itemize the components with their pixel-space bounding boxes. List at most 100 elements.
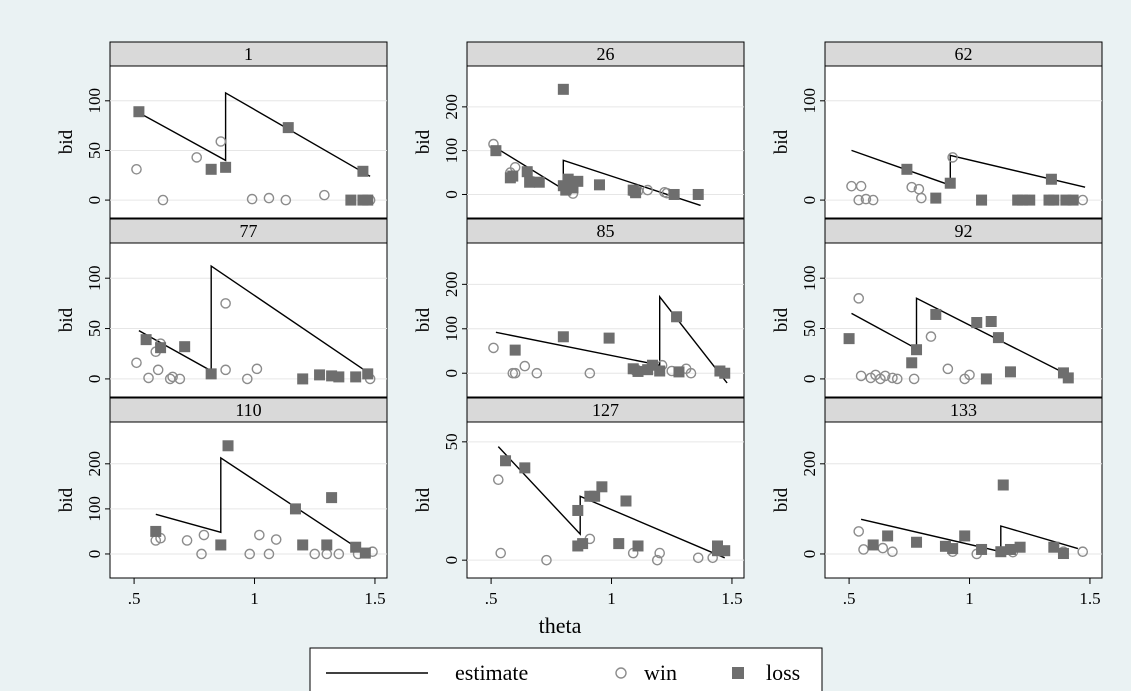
loss-point [944,177,956,189]
win-point [642,184,653,196]
loss-point [930,308,942,320]
y-tick-label: 200 [442,272,461,298]
win-point [692,552,704,564]
win-point [891,373,903,385]
loss-point [519,462,531,474]
panel-frame [466,41,745,219]
win-point [509,367,521,379]
loss-point [350,371,362,383]
loss-point [359,547,371,559]
loss-point [333,371,345,383]
loss-point [646,359,658,371]
panel-title: 62 [955,44,973,64]
loss-point [1014,541,1026,553]
panel-title-bar [466,41,745,67]
plot-area [843,293,1074,385]
loss-point [179,341,191,353]
panel-title-bar [824,218,1103,244]
loss-point [976,543,988,555]
panel-title: 85 [597,221,615,241]
panel-frame [466,218,745,398]
loss-point [995,546,1007,558]
win-point [131,164,142,175]
loss-point [362,368,374,380]
y-axis-label: bid [56,487,77,512]
y-axis-label: bid [413,487,434,512]
loss-point [524,176,536,188]
panel-77: 77 0 50 100 bid [56,218,388,398]
y-tick-label: 0 [85,196,104,205]
loss-point [567,182,579,194]
loss-point [1048,194,1060,206]
loss-point [557,331,569,343]
panel-1: 1 0 50 100 bid [56,41,388,219]
estimate-line [138,91,371,177]
loss-point [357,165,369,177]
loss-point [980,373,992,385]
win-point [493,474,504,486]
win-point [906,181,918,193]
loss-point [596,481,608,493]
legend-box [309,647,823,691]
loss-point [673,366,685,378]
loss-point [997,479,1009,491]
y-tick-label: 0 [800,550,819,559]
y-tick-label: 100 [442,316,461,342]
loss-point [692,188,704,200]
panel-title-bar [109,218,388,244]
panel-26: 26 0 100 200 bid [413,41,745,219]
loss-point [572,175,584,187]
win-point [855,180,867,192]
loss-point [603,332,615,344]
win-point [531,367,543,379]
win-point [143,372,154,384]
loss-point [1062,372,1074,384]
loss-point [1017,194,1029,206]
y-axis-label: bid [56,307,77,332]
loss-point [1057,548,1069,560]
y-tick-label: 200 [442,94,461,120]
panel-frame [824,41,1103,219]
loss-point [1048,541,1060,553]
y-axis-label: bid [771,307,792,332]
win-point [908,373,920,385]
plot-area [131,91,376,206]
loss-point [490,145,502,157]
win-point [887,546,898,558]
loss-point [613,538,625,550]
estimate-line [851,297,1067,375]
y-tick-label: 100 [800,88,819,114]
win-point [333,548,345,560]
win-point [270,534,282,545]
estimate-line [851,149,1086,188]
win-point [196,548,207,560]
x-tick-label: 1.5 [1079,589,1100,608]
loss-point [1004,366,1016,378]
loss-point [959,530,971,542]
win-point [853,293,865,304]
win-point [167,371,178,383]
loss-point [562,173,574,185]
loss-point [326,370,338,382]
loss-point [620,495,632,507]
panel-title-bar [109,397,388,423]
loss-point [215,539,227,551]
win-point [254,529,265,541]
panel-frame [824,218,1103,398]
loss-point [572,504,584,516]
y-axis-label: bid [413,307,434,332]
y-tick-label: 100 [85,88,104,114]
panel-85: 85 0 100 200 bid [413,218,745,398]
win-point [131,357,142,369]
y-tick-label: 200 [85,451,104,477]
win-point [541,554,552,566]
win-point [220,364,231,376]
loss-point [867,539,879,551]
win-point [309,548,321,560]
win-point [887,372,898,384]
win-point [584,367,596,379]
y-tick-label: 0 [800,375,819,384]
y-axis-label: bid [413,129,434,154]
y-tick-label: 100 [442,138,461,164]
loss-point [155,342,167,354]
